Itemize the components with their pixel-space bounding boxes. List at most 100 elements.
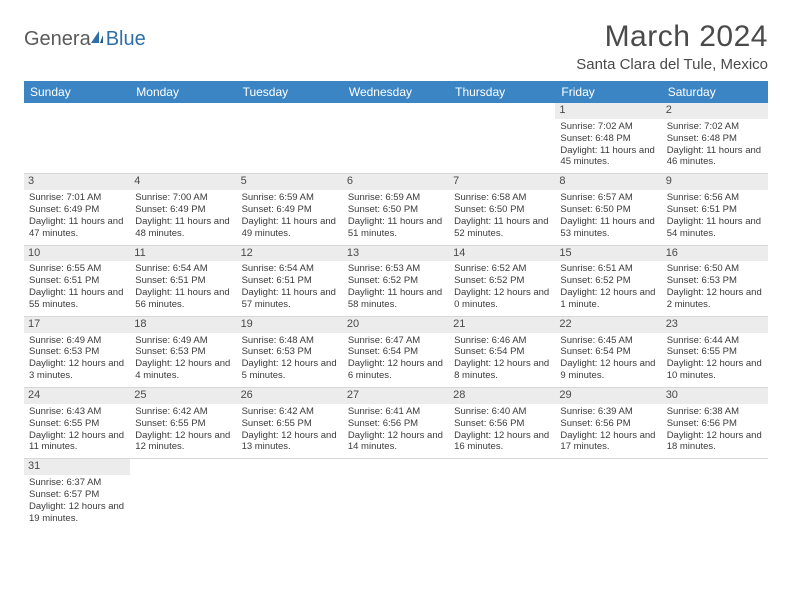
month-title: March 2024 [576, 20, 768, 54]
sunset-text: Sunset: 6:48 PM [560, 133, 656, 145]
sunset-text: Sunset: 6:54 PM [454, 346, 550, 358]
sunrise-text: Sunrise: 6:44 AM [667, 335, 763, 347]
calendar-cell: 28 Sunrise: 6:40 AMSunset: 6:56 PMDayligh… [449, 388, 555, 459]
sail-icon [89, 28, 105, 51]
calendar-cell: 14Sunrise: 6:52 AMSunset: 6:52 PMDayligh… [449, 245, 555, 316]
day-info: Sunrise: 6:50 AMSunset: 6:53 PMDaylight:… [667, 263, 763, 311]
day-info: Sunrise: 6:54 AMSunset: 6:51 PMDaylight:… [135, 263, 231, 311]
calendar-cell: 26Sunrise: 6:42 AMSunset: 6:55 PMDayligh… [237, 388, 343, 459]
sunrise-text: Sunrise: 6:50 AM [667, 263, 763, 275]
sunset-text: Sunset: 6:49 PM [242, 204, 338, 216]
calendar-cell: 21 Sunrise: 6:46 AMSunset: 6:54 PMDayligh… [449, 316, 555, 387]
calendar-table: Sunday Monday Tuesday Wednesday Thursday… [24, 81, 768, 530]
day-number: 10 [24, 246, 130, 262]
daylight-text: Daylight: 12 hours and 19 minutes. [29, 501, 125, 525]
day-number: 20 [343, 317, 449, 333]
day-info: Sunrise: 6:38 AMSunset: 6:56 PMDaylight:… [667, 406, 763, 454]
day-info: Sunrise: 7:02 AMSunset: 6:48 PMDaylight:… [667, 121, 763, 169]
sunrise-text: Sunrise: 6:54 AM [242, 263, 338, 275]
daylight-text: Daylight: 12 hours and 13 minutes. [242, 430, 338, 454]
sunset-text: Sunset: 6:51 PM [667, 204, 763, 216]
daylight-text: Daylight: 11 hours and 45 minutes. [560, 145, 656, 169]
day-number: 23 [662, 317, 768, 333]
day-number: 13 [343, 246, 449, 262]
sunrise-text: Sunrise: 6:55 AM [29, 263, 125, 275]
location-label: Santa Clara del Tule, Mexico [576, 56, 768, 73]
sunrise-text: Sunrise: 7:01 AM [29, 192, 125, 204]
logo: Genera Blue [24, 20, 146, 51]
day-info: Sunrise: 6:40 AMSunset: 6:56 PMDaylight:… [454, 406, 550, 454]
daylight-text: Daylight: 12 hours and 8 minutes. [454, 358, 550, 382]
calendar-cell: 6Sunrise: 6:59 AMSunset: 6:50 PMDaylight… [343, 174, 449, 245]
calendar-cell: 13Sunrise: 6:53 AMSunset: 6:52 PMDayligh… [343, 245, 449, 316]
day-info: Sunrise: 6:49 AMSunset: 6:53 PMDaylight:… [135, 335, 231, 383]
daylight-text: Daylight: 12 hours and 5 minutes. [242, 358, 338, 382]
sunset-text: Sunset: 6:55 PM [242, 418, 338, 430]
day-header: Thursday [449, 81, 555, 103]
logo-text: Genera Blue [24, 28, 146, 51]
sunset-text: Sunset: 6:56 PM [454, 418, 550, 430]
sunset-text: Sunset: 6:50 PM [348, 204, 444, 216]
calendar-cell: 8Sunrise: 6:57 AMSunset: 6:50 PMDaylight… [555, 174, 661, 245]
daylight-text: Daylight: 12 hours and 9 minutes. [560, 358, 656, 382]
daylight-text: Daylight: 11 hours and 58 minutes. [348, 287, 444, 311]
calendar-cell: 3Sunrise: 7:01 AMSunset: 6:49 PMDaylight… [24, 174, 130, 245]
day-info: Sunrise: 6:44 AMSunset: 6:55 PMDaylight:… [667, 335, 763, 383]
calendar-cell: 10Sunrise: 6:55 AMSunset: 6:51 PMDayligh… [24, 245, 130, 316]
day-info: Sunrise: 7:02 AMSunset: 6:48 PMDaylight:… [560, 121, 656, 169]
day-number: 30 [662, 388, 768, 404]
logo-text-part2: Blue [106, 28, 146, 51]
daylight-text: Daylight: 12 hours and 2 minutes. [667, 287, 763, 311]
sunrise-text: Sunrise: 6:40 AM [454, 406, 550, 418]
day-number: 1 [555, 103, 661, 119]
calendar-week-row: 17Sunrise: 6:49 AMSunset: 6:53 PMDayligh… [24, 316, 768, 387]
sunrise-text: Sunrise: 6:48 AM [242, 335, 338, 347]
calendar-cell [343, 459, 449, 530]
sunrise-text: Sunrise: 7:02 AM [667, 121, 763, 133]
daylight-text: Daylight: 11 hours and 55 minutes. [29, 287, 125, 311]
daylight-text: Daylight: 12 hours and 6 minutes. [348, 358, 444, 382]
calendar-cell [555, 459, 661, 530]
daylight-text: Daylight: 12 hours and 17 minutes. [560, 430, 656, 454]
day-info: Sunrise: 7:00 AMSunset: 6:49 PMDaylight:… [135, 192, 231, 240]
calendar-cell: 7Sunrise: 6:58 AMSunset: 6:50 PMDaylight… [449, 174, 555, 245]
calendar-cell: 22Sunrise: 6:45 AMSunset: 6:54 PMDayligh… [555, 316, 661, 387]
sunrise-text: Sunrise: 6:59 AM [348, 192, 444, 204]
title-block: March 2024 Santa Clara del Tule, Mexico [576, 20, 768, 73]
calendar-cell: 1 Sunrise: 7:02 AMSunset: 6:48 PMDaylight… [555, 103, 661, 174]
sunset-text: Sunset: 6:53 PM [29, 346, 125, 358]
sunrise-text: Sunrise: 6:59 AM [242, 192, 338, 204]
day-number: 3 [24, 174, 130, 190]
calendar-cell: 4Sunrise: 7:00 AMSunset: 6:49 PMDaylight… [130, 174, 236, 245]
day-info: Sunrise: 6:56 AMSunset: 6:51 PMDaylight:… [667, 192, 763, 240]
sunrise-text: Sunrise: 6:57 AM [560, 192, 656, 204]
sunrise-text: Sunrise: 6:47 AM [348, 335, 444, 347]
day-number: 29 [555, 388, 661, 404]
daylight-text: Daylight: 11 hours and 52 minutes. [454, 216, 550, 240]
daylight-text: Daylight: 12 hours and 4 minutes. [135, 358, 231, 382]
day-number: 9 [662, 174, 768, 190]
daylight-text: Daylight: 11 hours and 54 minutes. [667, 216, 763, 240]
sunset-text: Sunset: 6:48 PM [667, 133, 763, 145]
sunrise-text: Sunrise: 6:51 AM [560, 263, 656, 275]
calendar-cell: 2Sunrise: 7:02 AMSunset: 6:48 PMDaylight… [662, 103, 768, 174]
day-number: 24 [24, 388, 130, 404]
calendar-cell: 20Sunrise: 6:47 AMSunset: 6:54 PMDayligh… [343, 316, 449, 387]
day-number: 5 [237, 174, 343, 190]
day-number: 21 [449, 317, 555, 333]
daylight-text: Daylight: 11 hours and 51 minutes. [348, 216, 444, 240]
calendar-cell [449, 459, 555, 530]
sunset-text: Sunset: 6:56 PM [560, 418, 656, 430]
day-info: Sunrise: 6:46 AMSunset: 6:54 PMDaylight:… [454, 335, 550, 383]
daylight-text: Daylight: 12 hours and 14 minutes. [348, 430, 444, 454]
daylight-text: Daylight: 11 hours and 47 minutes. [29, 216, 125, 240]
day-info: Sunrise: 6:54 AMSunset: 6:51 PMDaylight:… [242, 263, 338, 311]
calendar-cell [130, 459, 236, 530]
daylight-text: Daylight: 11 hours and 46 minutes. [667, 145, 763, 169]
calendar-cell: 5Sunrise: 6:59 AMSunset: 6:49 PMDaylight… [237, 174, 343, 245]
sunset-text: Sunset: 6:56 PM [348, 418, 444, 430]
day-info: Sunrise: 6:43 AMSunset: 6:55 PMDaylight:… [29, 406, 125, 454]
daylight-text: Daylight: 12 hours and 3 minutes. [29, 358, 125, 382]
day-number: 28 [449, 388, 555, 404]
calendar-cell [237, 459, 343, 530]
